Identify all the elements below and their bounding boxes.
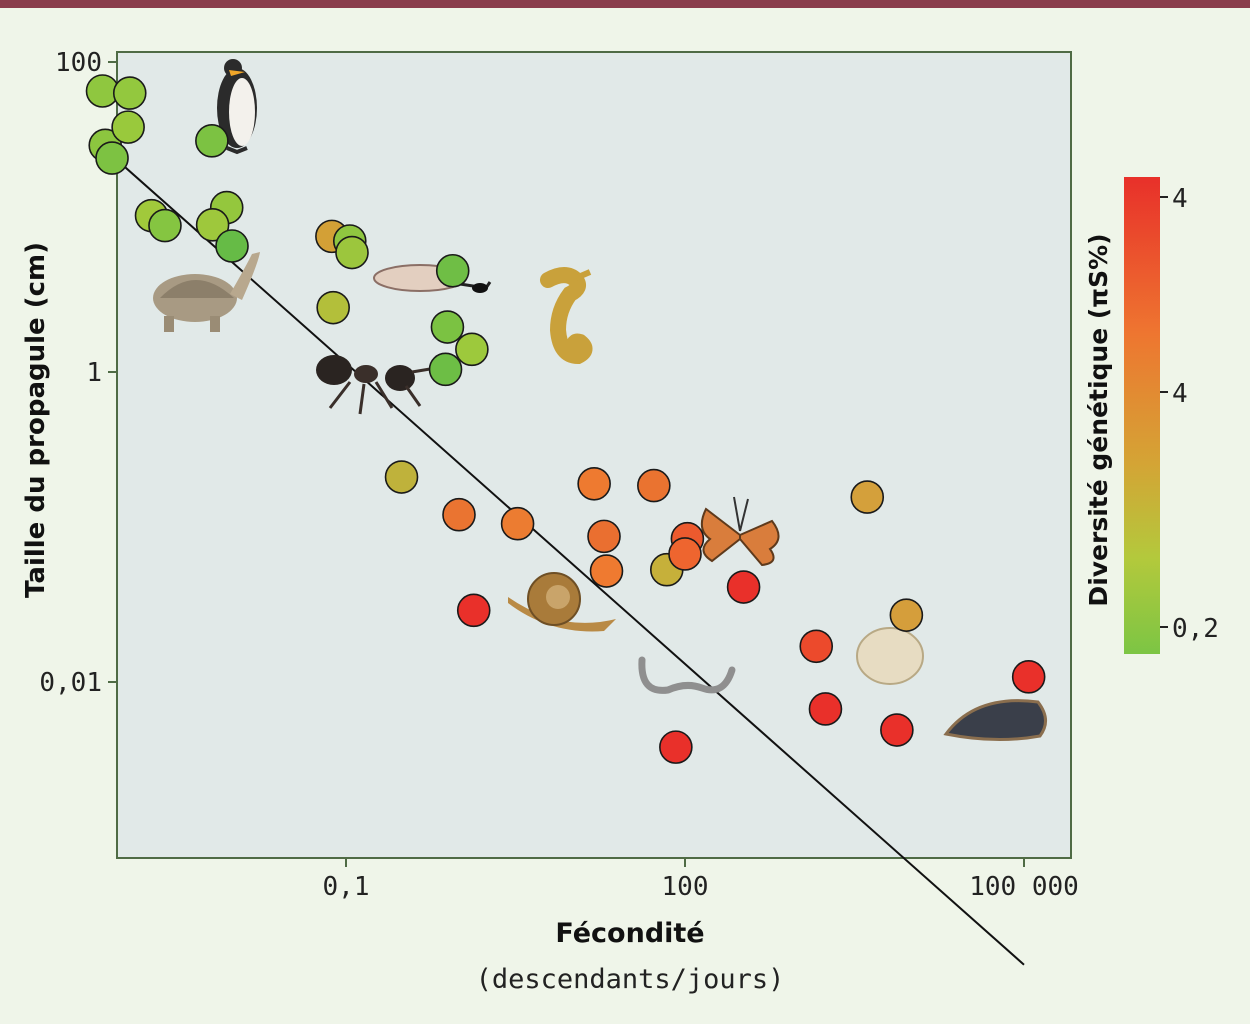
data-point — [880, 713, 914, 747]
data-point — [95, 141, 129, 175]
y-tick-label: 100 — [55, 48, 102, 78]
data-point — [500, 506, 535, 541]
data-point — [316, 290, 350, 325]
colorbar-tick-label: 4 — [1172, 184, 1188, 214]
x-axis: 0,1 100 100 000 — [323, 858, 1079, 902]
sponge-icon — [856, 627, 924, 685]
data-point — [195, 208, 230, 242]
data-point — [637, 468, 671, 503]
colorbar-ticks: 4 4 0,2 — [1160, 184, 1219, 644]
nematode-icon — [638, 656, 736, 694]
data-point — [148, 208, 182, 243]
data-point — [456, 593, 491, 628]
data-point — [726, 570, 761, 604]
data-point — [455, 332, 489, 367]
data-point — [195, 124, 229, 158]
data-point — [384, 460, 419, 494]
data-point — [1011, 660, 1046, 694]
colorbar — [1124, 177, 1160, 654]
data-point — [808, 692, 843, 726]
y-axis-title: Taille du propagule (cm) — [21, 242, 51, 598]
colorbar-tick-label: 4 — [1172, 379, 1188, 409]
data-point — [659, 730, 693, 764]
data-point — [587, 519, 621, 554]
data-point — [442, 497, 476, 532]
data-point — [850, 480, 885, 514]
snail-icon — [508, 572, 616, 632]
mussel-icon — [943, 699, 1047, 742]
ant-icon — [316, 355, 437, 415]
plot-area — [116, 51, 1072, 859]
data-points — [85, 74, 1046, 764]
data-point — [111, 110, 145, 144]
regression-line — [114, 157, 1025, 966]
x-axis-title: Fécondité — [555, 918, 704, 949]
data-point — [215, 229, 249, 263]
penguin-icon — [217, 59, 257, 155]
data-point — [589, 554, 624, 588]
data-point — [799, 629, 834, 664]
y-tick-label: 0,01 — [39, 668, 102, 698]
x-tick-label: 100 000 — [969, 872, 1079, 902]
tortoise-icon — [153, 252, 260, 332]
data-point — [577, 466, 611, 501]
butterfly-icon — [700, 496, 780, 567]
seahorse-icon — [540, 267, 593, 365]
data-point — [668, 537, 702, 571]
data-point — [889, 598, 924, 632]
colorbar-tick-label: 0,2 — [1172, 614, 1219, 644]
top-accent-bar — [0, 0, 1250, 8]
colorbar-title: Diversité génétique (πS%) — [1084, 233, 1113, 606]
y-tick-label: 1 — [86, 358, 102, 388]
data-point — [112, 76, 147, 110]
data-point — [430, 310, 465, 344]
x-tick-label: 100 — [662, 872, 709, 902]
x-tick-label: 0,1 — [323, 872, 370, 902]
data-point — [428, 352, 463, 387]
y-axis: 100 1 0,01 — [39, 48, 117, 698]
x-axis-subtitle: (descendants/jours) — [476, 964, 785, 995]
data-point — [435, 253, 470, 288]
data-point — [335, 235, 369, 270]
